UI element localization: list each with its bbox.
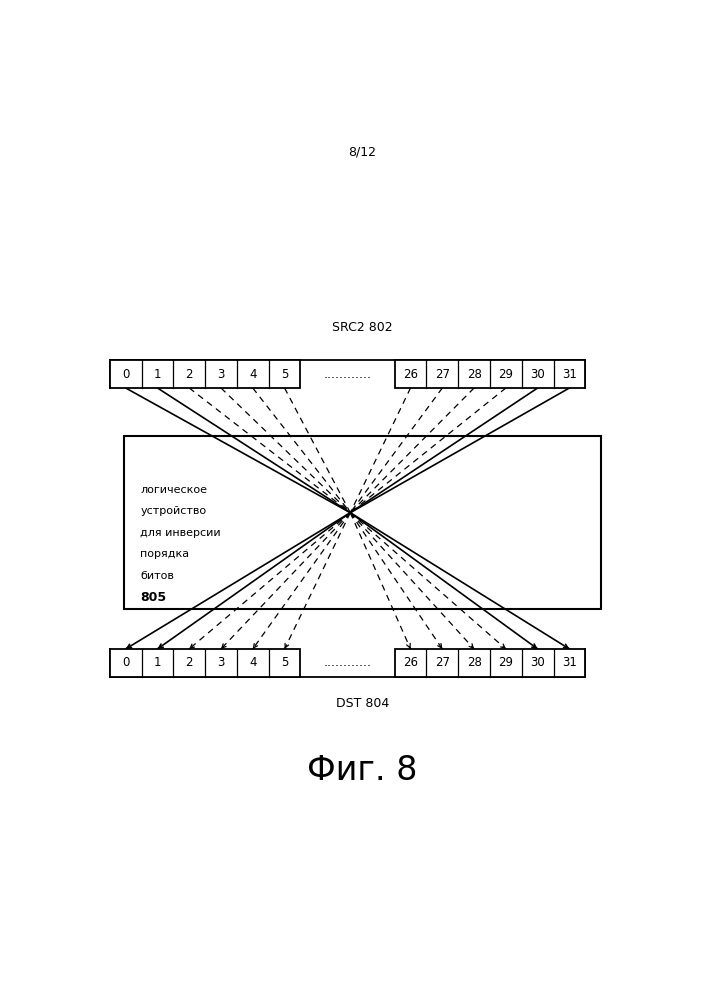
Text: SRC2 802: SRC2 802 [332,321,392,334]
Text: 8/12: 8/12 [349,146,376,159]
Text: 27: 27 [435,368,450,381]
Text: 29: 29 [498,368,513,381]
Bar [110,649,300,677]
Text: битов: битов [141,571,175,581]
Text: 28: 28 [467,368,481,381]
Bar [110,360,300,388]
Text: ............: ............ [324,368,372,381]
Text: 3: 3 [217,656,225,669]
Text: DST 804: DST 804 [336,697,389,710]
Text: Фиг. 8: Фиг. 8 [307,754,418,787]
Text: 31: 31 [562,368,577,381]
Text: 3: 3 [217,368,225,381]
Text: 1: 1 [153,368,161,381]
Bar [395,360,585,388]
Text: 0: 0 [122,656,129,669]
Bar [395,649,585,677]
Text: 5: 5 [281,368,288,381]
Text: 2: 2 [185,656,193,669]
Text: 30: 30 [530,656,545,669]
Text: 805: 805 [141,591,167,604]
Text: 2: 2 [185,368,193,381]
Text: 27: 27 [435,656,450,669]
Text: устройство: устройство [141,506,206,516]
Text: 0: 0 [122,368,129,381]
Text: 31: 31 [562,656,577,669]
Text: 4: 4 [249,368,257,381]
Text: для инверсии: для инверсии [141,528,221,538]
Text: 26: 26 [403,656,418,669]
Text: 28: 28 [467,656,481,669]
Text: 5: 5 [281,656,288,669]
Text: ............: ............ [324,656,372,669]
Text: логическое: логическое [141,485,207,495]
Text: 4: 4 [249,656,257,669]
Text: 26: 26 [403,368,418,381]
Text: 1: 1 [153,656,161,669]
Text: 30: 30 [530,368,545,381]
Text: порядка: порядка [141,549,189,559]
Text: 29: 29 [498,656,513,669]
Bar [124,436,601,609]
